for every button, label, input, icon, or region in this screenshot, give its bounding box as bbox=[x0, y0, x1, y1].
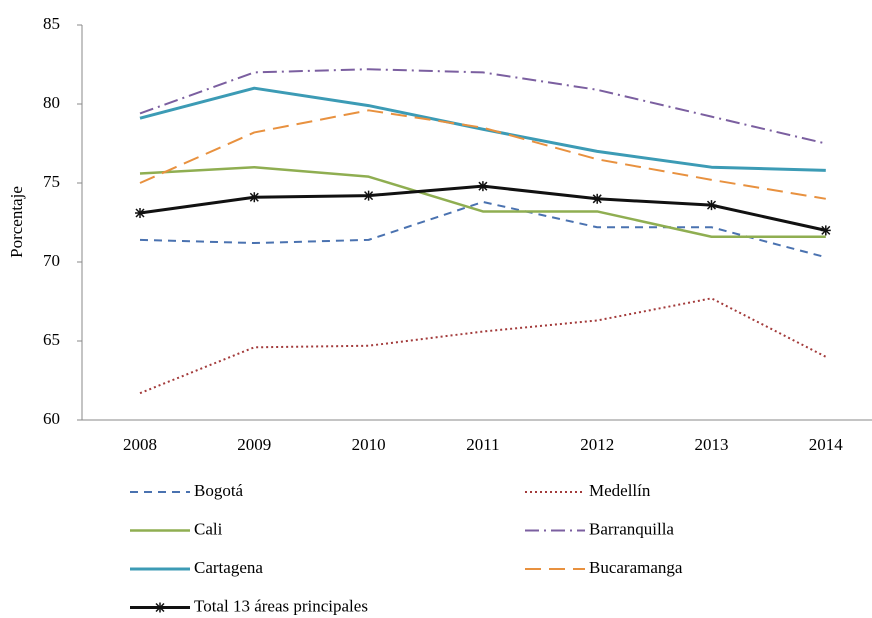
legend-label: Bogotá bbox=[194, 481, 244, 500]
legend-label: Cali bbox=[194, 519, 223, 538]
series-line bbox=[139, 297, 827, 395]
series-line bbox=[139, 86, 826, 172]
series-line bbox=[139, 200, 827, 259]
legend-label: Bucaramanga bbox=[589, 558, 683, 577]
marker bbox=[477, 181, 488, 192]
legend-label: Medellín bbox=[589, 481, 651, 500]
series-line bbox=[139, 68, 827, 145]
x-tick-label: 2013 bbox=[695, 435, 729, 454]
marker bbox=[135, 208, 145, 219]
legend-marker bbox=[155, 602, 165, 613]
y-tick-label: 70 bbox=[43, 251, 60, 270]
y-tick-label: 60 bbox=[43, 409, 60, 428]
x-tick-label: 2009 bbox=[237, 435, 271, 454]
x-tick-label: 2010 bbox=[352, 435, 386, 454]
marker bbox=[706, 200, 717, 211]
x-tick-label: 2008 bbox=[123, 435, 157, 454]
legend-label: Total 13 áreas principales bbox=[194, 596, 368, 615]
y-tick-label: 80 bbox=[43, 93, 60, 112]
x-tick-label: 2011 bbox=[466, 435, 499, 454]
y-axis-label: Porcentaje bbox=[7, 186, 26, 258]
y-tick-label: 85 bbox=[43, 14, 60, 33]
y-tick-label: 75 bbox=[43, 172, 60, 191]
marker bbox=[820, 225, 831, 236]
x-tick-label: 2014 bbox=[809, 435, 844, 454]
series-line bbox=[139, 165, 826, 238]
marker bbox=[249, 192, 260, 203]
legend-label: Cartagena bbox=[194, 558, 263, 577]
series-line bbox=[139, 184, 827, 232]
y-tick-label: 65 bbox=[43, 330, 60, 349]
marker bbox=[592, 193, 603, 204]
marker bbox=[363, 190, 374, 201]
series-line bbox=[139, 109, 826, 200]
x-tick-label: 2012 bbox=[580, 435, 614, 454]
legend-label: Barranquilla bbox=[589, 519, 674, 538]
